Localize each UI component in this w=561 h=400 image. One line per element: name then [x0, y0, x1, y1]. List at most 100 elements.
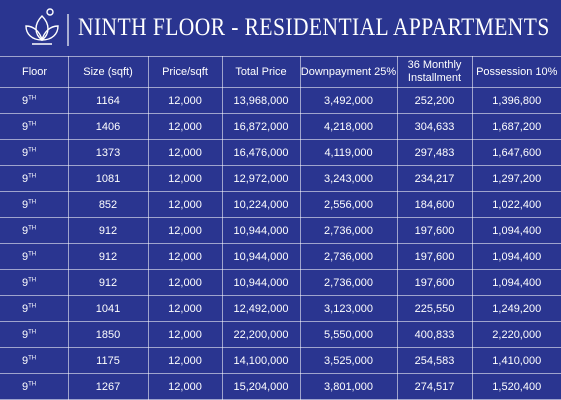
table-cell: 1,396,800: [471, 87, 561, 114]
column-header: Size (sqft): [67, 56, 149, 88]
table-cell: 12,492,000: [221, 295, 301, 322]
column-header: Floor: [0, 56, 69, 88]
table-cell: 12,000: [147, 347, 223, 374]
column-header: Possession 10%: [471, 56, 561, 88]
floor-number: 9: [22, 302, 29, 315]
table-cell: 2,220,000: [471, 321, 561, 348]
table-cell: 15,204,000: [221, 373, 301, 400]
table-cell: 2,736,000: [299, 269, 398, 296]
floor-number: 9: [22, 380, 29, 393]
logo: [25, 8, 69, 46]
floor-number: 9: [22, 224, 29, 237]
table-row: 9TH 1041 12,000 12,492,000 3,123,000 225,550 1…: [0, 295, 561, 322]
table-cell: 12,000: [147, 139, 223, 166]
table-cell: 1,647,600: [471, 139, 561, 166]
table-cell: 912: [67, 217, 149, 244]
table-cell: 12,000: [147, 113, 223, 140]
floor-cell: 9TH: [0, 165, 69, 192]
table-cell: 1406: [67, 113, 149, 140]
floor-number: 9: [22, 146, 29, 159]
floor-cell: 9TH: [0, 373, 69, 400]
table-cell: 3,801,000: [299, 373, 398, 400]
floor-cell: 9TH: [0, 113, 69, 140]
table-cell: 1041: [67, 295, 149, 322]
table-row: 9TH 1850 12,000 22,200,000 5,550,000 400,833 2…: [0, 321, 561, 348]
table-row: 9TH 1406 12,000 16,872,000 4,218,000 304,633 1…: [0, 113, 561, 140]
table-cell: 1081: [67, 165, 149, 192]
table-cell: 400,833: [396, 321, 473, 348]
table-cell: 10,224,000: [221, 191, 301, 218]
table-body: 9TH 1164 12,000 13,968,000 3,492,000 252,200 1…: [0, 87, 561, 400]
floor-suffix: TH: [28, 276, 37, 283]
table-row: 9TH 912 12,000 10,944,000 2,736,000 197,600 1,…: [0, 217, 561, 244]
table-cell: 234,217: [396, 165, 473, 192]
table-cell: 297,483: [396, 139, 473, 166]
header-row: Floor Size (sqft) Price/sqft Total Price Dow…: [0, 56, 561, 88]
table-cell: 1,297,200: [471, 165, 561, 192]
table-cell: 10,944,000: [221, 217, 301, 244]
column-header: Price/sqft: [147, 56, 223, 88]
table-cell: 1164: [67, 87, 149, 114]
floor-suffix: TH: [28, 224, 37, 231]
table-cell: 1,520,400: [471, 373, 561, 400]
floor-suffix: TH: [28, 146, 37, 153]
title: NINTH FLOOR - RESIDENTIAL APPARTMENTS: [78, 14, 550, 41]
floor-cell: 9TH: [0, 217, 69, 244]
table-cell: 197,600: [396, 243, 473, 270]
table-cell: 2,556,000: [299, 191, 398, 218]
table-cell: 3,243,000: [299, 165, 398, 192]
table-cell: 12,000: [147, 191, 223, 218]
floor-number: 9: [22, 120, 29, 133]
table-cell: 1,249,200: [471, 295, 561, 322]
floor-number: 9: [22, 250, 29, 263]
table-cell: 1175: [67, 347, 149, 374]
floor-cell: 9TH: [0, 243, 69, 270]
table-cell: 184,600: [396, 191, 473, 218]
table-cell: 1,094,400: [471, 217, 561, 244]
table-row: 9TH 1267 12,000 15,204,000 3,801,000 274,517 1…: [0, 373, 561, 400]
table-cell: 852: [67, 191, 149, 218]
table-cell: 1,094,400: [471, 269, 561, 296]
table-cell: 12,000: [147, 269, 223, 296]
table-cell: 12,000: [147, 243, 223, 270]
table-cell: 274,517: [396, 373, 473, 400]
floor-cell: 9TH: [0, 139, 69, 166]
table-cell: 3,123,000: [299, 295, 398, 322]
floor-number: 9: [22, 354, 29, 367]
table-cell: 1,687,200: [471, 113, 561, 140]
table-cell: 12,000: [147, 321, 223, 348]
table-cell: 912: [67, 269, 149, 296]
table-cell: 1850: [67, 321, 149, 348]
column-header: Downpayment 25%: [299, 56, 398, 88]
floor-cell: 9TH: [0, 295, 69, 322]
floor-suffix: TH: [28, 302, 37, 309]
table-cell: 1267: [67, 373, 149, 400]
table-cell: 254,583: [396, 347, 473, 374]
table-cell: 4,218,000: [299, 113, 398, 140]
floor-number: 9: [22, 172, 29, 185]
column-header: Total Price: [221, 56, 301, 88]
floor-suffix: TH: [28, 198, 37, 205]
table-row: 9TH 1175 12,000 14,100,000 3,525,000 254,583 1…: [0, 347, 561, 374]
table-cell: 12,000: [147, 217, 223, 244]
table-cell: 12,972,000: [221, 165, 301, 192]
table-cell: 12,000: [147, 373, 223, 400]
table-cell: 1373: [67, 139, 149, 166]
table-row: 9TH 1164 12,000 13,968,000 3,492,000 252,200 1…: [0, 87, 561, 114]
floor-cell: 9TH: [0, 87, 69, 114]
table-cell: 2,736,000: [299, 217, 398, 244]
table-cell: 10,944,000: [221, 243, 301, 270]
floor-suffix: TH: [28, 94, 37, 101]
table-cell: 304,633: [396, 113, 473, 140]
table-cell: 3,492,000: [299, 87, 398, 114]
table-cell: 22,200,000: [221, 321, 301, 348]
table-cell: 16,872,000: [221, 113, 301, 140]
table-cell: 16,476,000: [221, 139, 301, 166]
floor-cell: 9TH: [0, 191, 69, 218]
table-row: 9TH 1373 12,000 16,476,000 4,119,000 297,483 1…: [0, 139, 561, 166]
floor-cell: 9TH: [0, 321, 69, 348]
header: NINTH FLOOR - RESIDENTIAL APPARTMENTS: [0, 0, 561, 56]
table-row: 9TH 912 12,000 10,944,000 2,736,000 197,600 1,…: [0, 269, 561, 296]
table-cell: 13,968,000: [221, 87, 301, 114]
table-cell: 1,022,400: [471, 191, 561, 218]
